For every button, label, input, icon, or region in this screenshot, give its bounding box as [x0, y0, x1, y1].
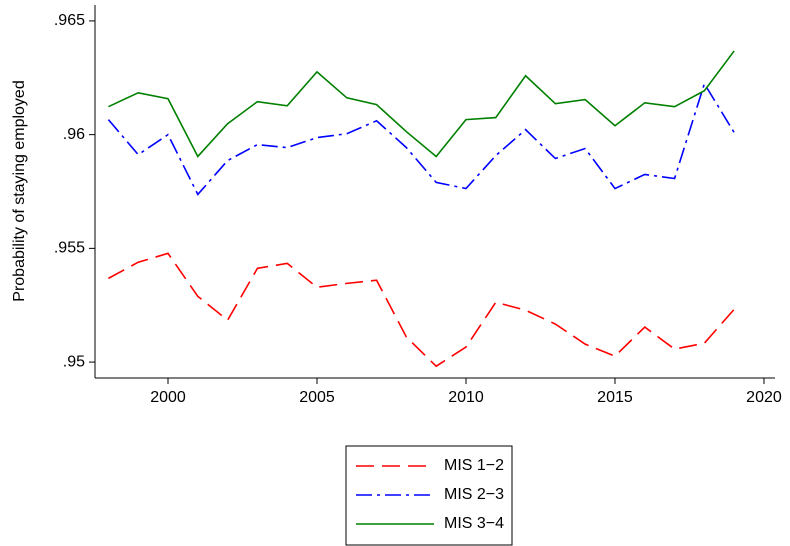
x-tick-label: 2000 — [150, 389, 186, 406]
y-tick-label: .96 — [63, 126, 85, 143]
legend-label: MIS 3−4 — [444, 515, 504, 532]
legend-box — [345, 445, 513, 546]
line-series — [108, 252, 735, 368]
x-tick-label: 2015 — [597, 389, 633, 406]
line-series — [108, 50, 735, 158]
legend-label: MIS 1−2 — [444, 457, 504, 474]
y-tick-label: .965 — [54, 12, 85, 29]
x-tick-label: 2005 — [299, 389, 335, 406]
y-tick-label: .95 — [63, 353, 85, 370]
x-tick-label: 2010 — [448, 389, 484, 406]
line-series — [107, 81, 735, 196]
y-tick-label: .955 — [54, 240, 85, 257]
legend-label: MIS 2−3 — [444, 486, 504, 503]
x-tick-label: 2020 — [746, 389, 782, 406]
y-axis-title: Probability of staying employed — [11, 80, 28, 301]
